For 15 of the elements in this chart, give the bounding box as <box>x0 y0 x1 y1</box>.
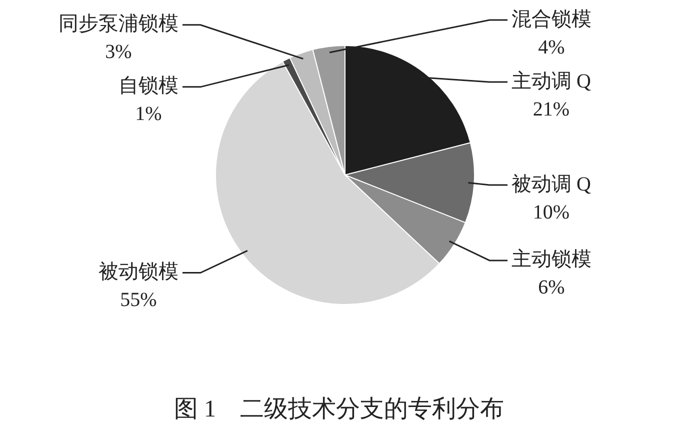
slice-label: 同步泵浦锁模 <box>58 13 178 36</box>
data-label: 4% <box>538 36 565 58</box>
slice-label: 被动调 Q <box>512 173 592 196</box>
data-label: 1% <box>135 103 162 126</box>
data-label: 3% <box>105 41 132 64</box>
data-label: 21% <box>532 98 570 120</box>
slice-label: 主动锁模 <box>512 248 592 271</box>
slice-label: 混合锁模 <box>512 8 592 30</box>
data-label: 6% <box>538 276 565 299</box>
text: 图 1 二级技术分支的专利分布 <box>174 396 504 422</box>
data-label: 55% <box>120 289 157 312</box>
slice-label: 被动锁模 <box>98 261 178 284</box>
slice-label: 主动调 Q <box>512 69 592 92</box>
slice-label: 自锁模 <box>118 75 178 98</box>
data-label: 10% <box>532 201 570 224</box>
